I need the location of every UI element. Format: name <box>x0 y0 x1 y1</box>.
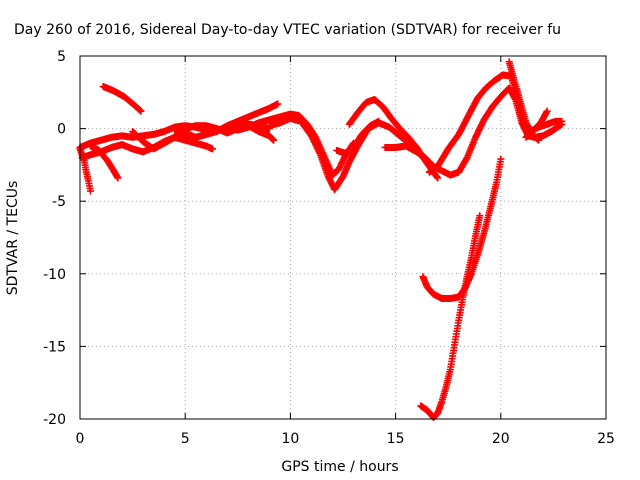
data-series-12 <box>381 84 566 179</box>
data-point-marker <box>434 174 442 182</box>
data-point-marker <box>375 117 383 125</box>
x-axis-ticks: 0 5 10 15 20 25 <box>76 56 615 447</box>
x-tick-label: 15 <box>387 431 405 447</box>
data-series-4 <box>87 142 122 182</box>
data-point-marker <box>543 107 551 115</box>
data-series-13 <box>425 71 566 176</box>
data-series-5 <box>99 82 145 115</box>
y-tick-label: 0 <box>57 122 66 138</box>
x-tick-label: 0 <box>76 431 85 447</box>
y-tick-label: -20 <box>43 412 66 428</box>
data-series-9 <box>265 114 440 194</box>
y-tick-label: -5 <box>52 194 66 210</box>
data-point-marker <box>497 155 505 163</box>
data-point-marker <box>269 135 277 143</box>
data-point-marker <box>476 212 484 220</box>
x-tick-label: 25 <box>597 431 615 447</box>
data-point-marker <box>274 100 282 108</box>
data-point-marker <box>137 107 145 115</box>
data-series-16 <box>419 155 505 302</box>
chart-title: Day 260 of 2016, Sidereal Day-to-day VTE… <box>14 22 561 38</box>
data-series-11 <box>333 117 383 157</box>
data-point-marker <box>136 106 144 114</box>
data-point-marker <box>558 117 566 125</box>
data-point-marker <box>87 187 95 195</box>
y-tick-label: -10 <box>43 267 66 283</box>
y-axis-ticks: 5 0 -5 -10 -15 -20 <box>43 49 606 428</box>
x-axis-label: GPS time / hours <box>281 459 398 475</box>
data-point-marker <box>535 136 543 144</box>
data-points <box>76 58 566 422</box>
data-series-15 <box>522 107 551 141</box>
plot-frame <box>79 55 607 420</box>
data-point-marker <box>114 174 122 182</box>
data-series-17 <box>417 212 484 422</box>
y-tick-label: -15 <box>43 339 66 355</box>
y-tick-label: 5 <box>57 49 66 65</box>
data-point-marker <box>433 173 441 181</box>
data-point-marker <box>209 145 217 153</box>
data-point-marker <box>270 136 278 144</box>
x-tick-label: 20 <box>492 431 510 447</box>
data-series-14 <box>505 58 543 144</box>
grid-lines <box>80 56 606 419</box>
x-tick-label: 5 <box>181 431 190 447</box>
y-axis-label: SDTVAR / TECUs <box>5 181 21 296</box>
data-series-6 <box>129 128 217 153</box>
x-tick-label: 10 <box>281 431 299 447</box>
